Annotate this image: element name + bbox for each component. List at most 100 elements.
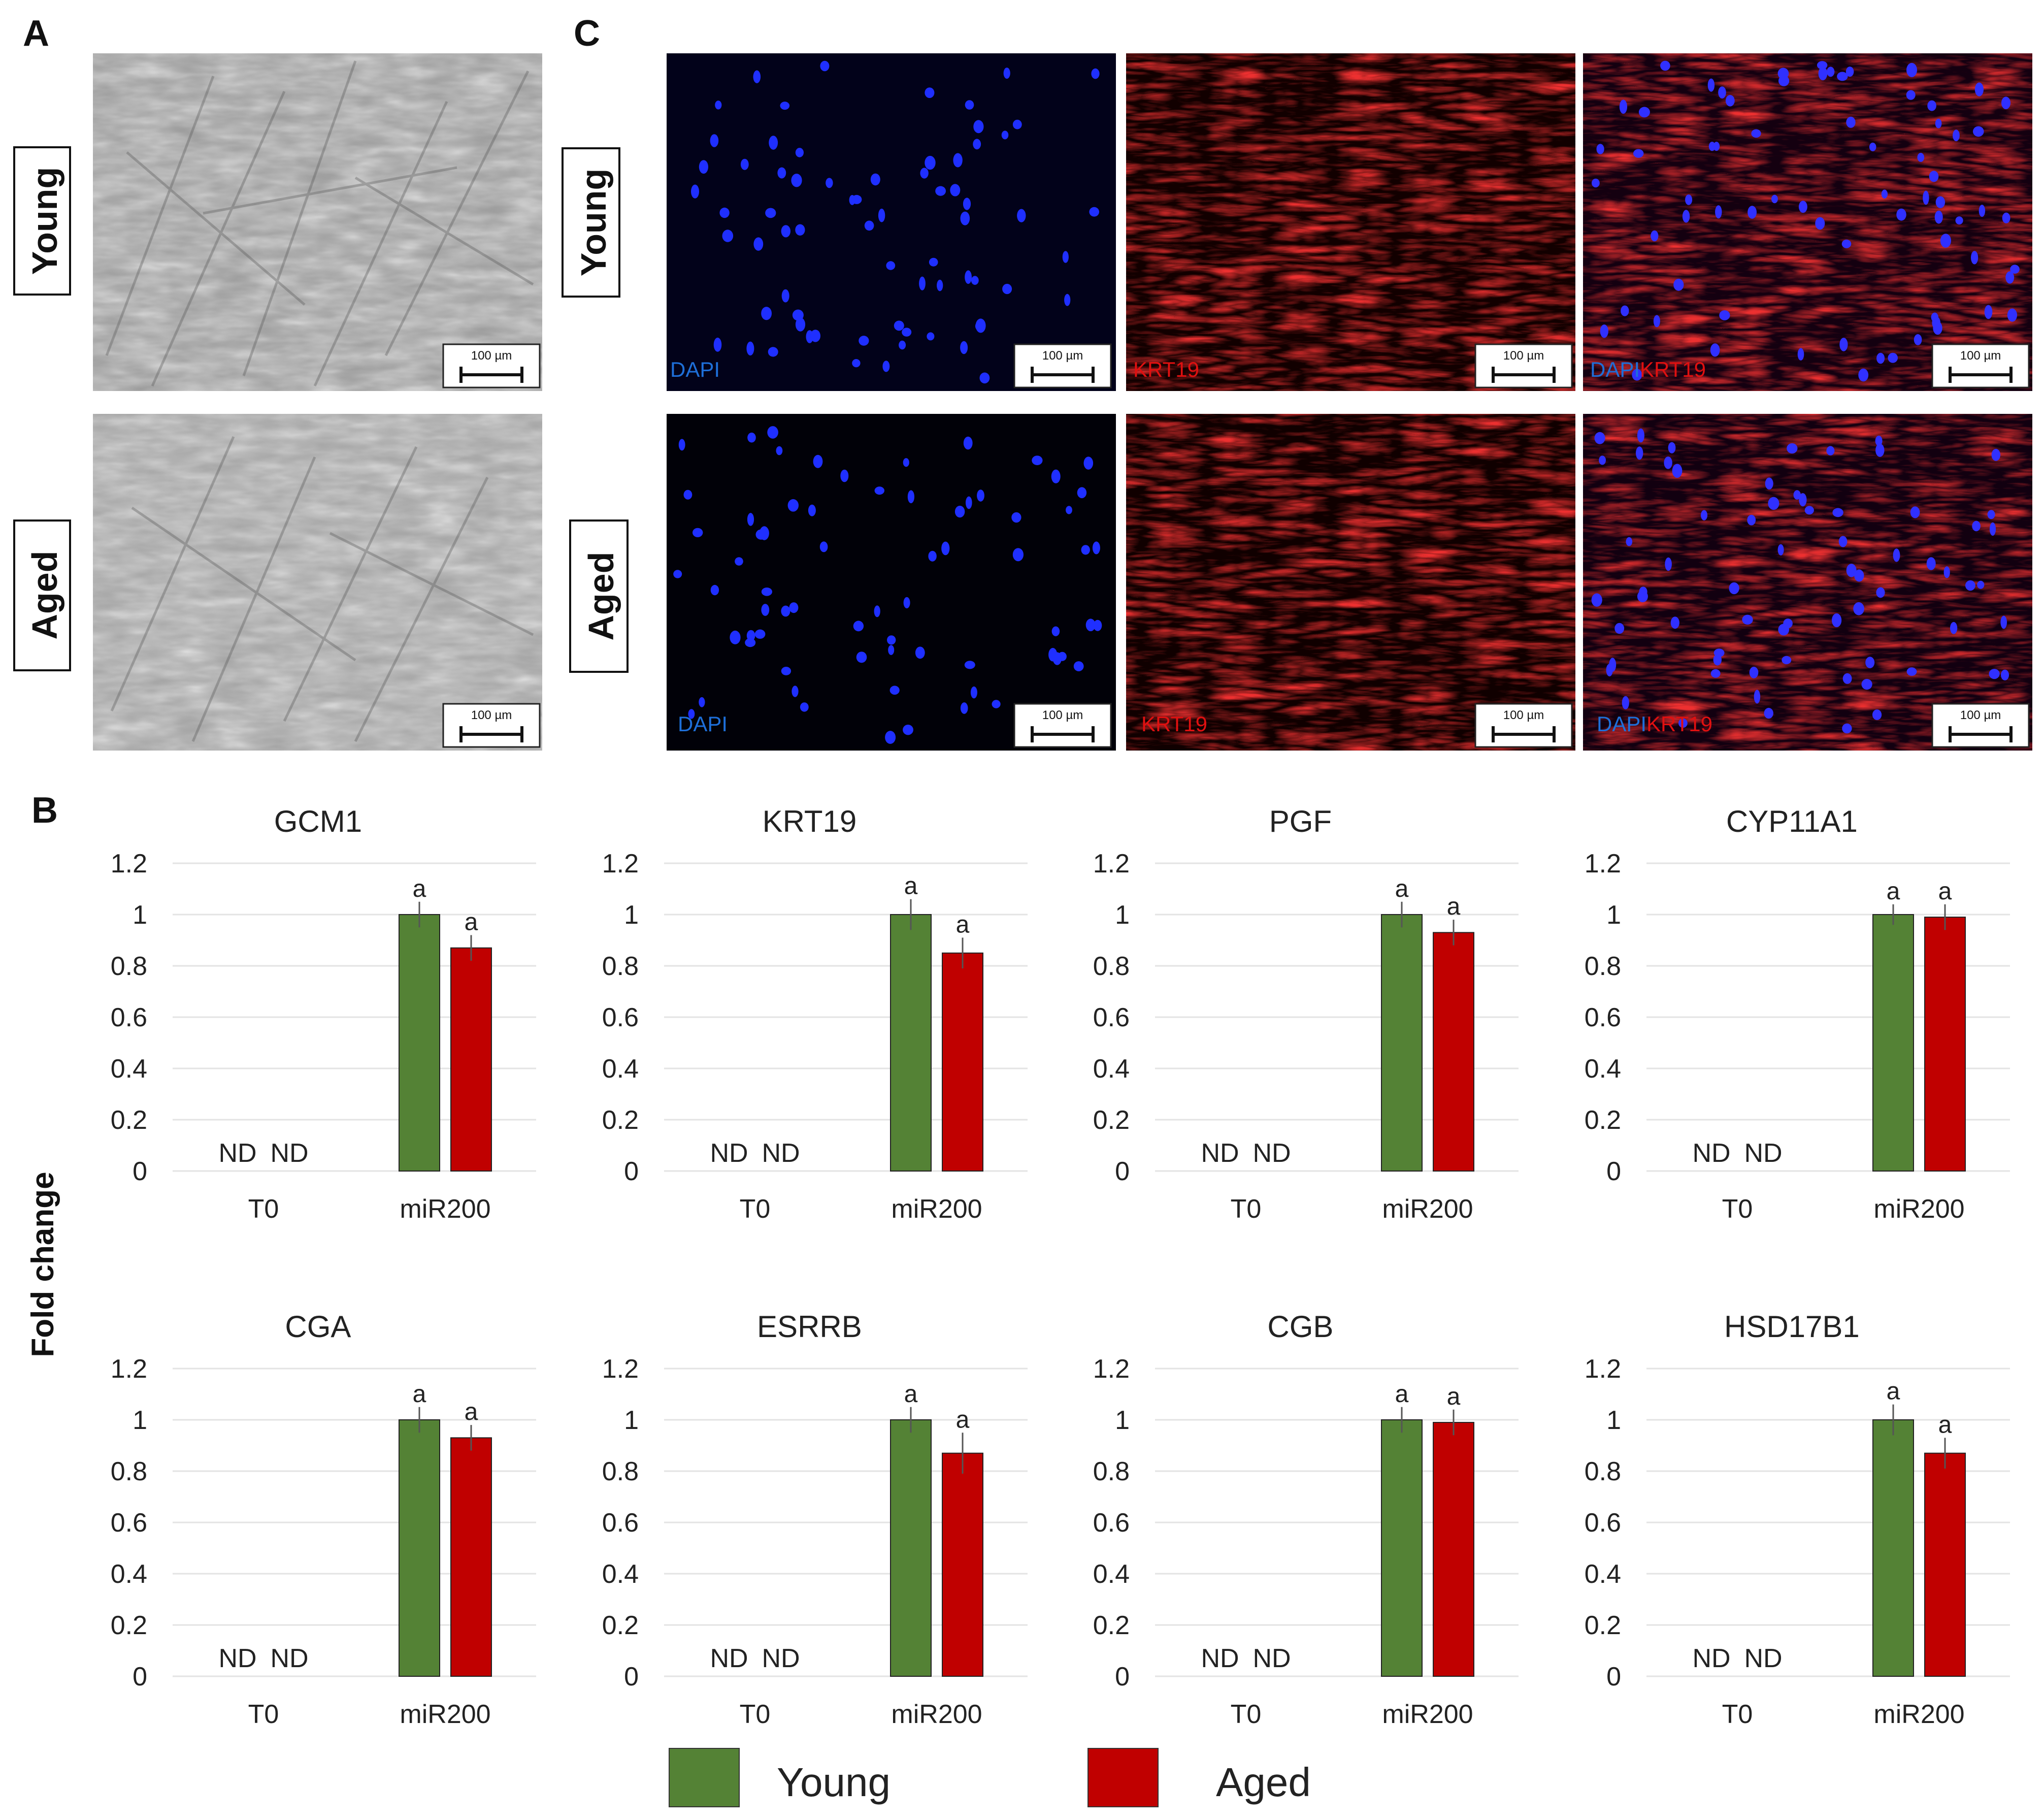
x-tick-label: T0 (1722, 1194, 1753, 1224)
x-tick-label: miR200 (891, 1194, 982, 1224)
chart-pgf: PGF 0 0.2 0.4 0.6 0.8 1 1.2 T0 ND ND miR200 a a (1093, 804, 1519, 1224)
nucleus-dot (1003, 68, 1010, 79)
nucleus-dot (975, 318, 986, 333)
nucleus-dot (713, 337, 722, 352)
nucleus-dot (753, 70, 761, 83)
nucleus-dot (781, 605, 790, 617)
nucleus-dot (1754, 690, 1761, 704)
nucleus-dot (1842, 723, 1852, 734)
bar-aged (1433, 932, 1474, 1172)
nucleus-dot (894, 320, 904, 331)
not-detected-label: ND (218, 1139, 256, 1168)
nucleus-dot (870, 173, 880, 186)
bar-aged (1924, 1452, 1966, 1677)
nucleus-dot (730, 630, 741, 644)
nucleus-dot (1989, 669, 2000, 679)
y-tick-label: 0 (133, 1662, 147, 1692)
nucleus-dot (856, 652, 867, 663)
nucleus-dot (903, 725, 913, 735)
x-tick-label: T0 (248, 1194, 279, 1224)
nucleus-dot (781, 289, 789, 303)
y-tick-label: 0.8 (1093, 1457, 1130, 1486)
chart-title: CGB (1267, 1310, 1333, 1344)
nucleus-dot (1091, 68, 1100, 79)
scale-bar: 100 µm (1013, 343, 1112, 388)
nucleus-dot (1701, 510, 1707, 521)
y-tick-label: 1 (1115, 1406, 1130, 1435)
chart-title: ESRRB (757, 1310, 862, 1344)
y-axis-label: Fold change (25, 1172, 60, 1357)
row-label-young-c: Young (562, 147, 620, 298)
nucleus-dot (973, 139, 981, 150)
nucleus-dot (966, 496, 972, 509)
nucleus-dot (1672, 464, 1683, 478)
scale-bar: 100 µm (1013, 703, 1112, 748)
y-tick-label: 0.4 (111, 1054, 147, 1084)
nucleus-dot (1032, 456, 1043, 465)
nucleus-dot (1973, 126, 1984, 137)
significance-label: a (956, 911, 970, 938)
nucleus-dot (965, 270, 972, 284)
y-tick-label: 1 (1115, 900, 1130, 930)
bar-young (890, 914, 932, 1172)
nucleus-dot (1073, 661, 1084, 671)
nucleus-dot (795, 224, 805, 236)
nucleus-dot (1839, 338, 1848, 351)
nucleus-dot (1955, 216, 1963, 225)
nucleus-dot (1943, 566, 1950, 578)
nucleus-dot (1066, 506, 1072, 514)
phase-contrast-aged-image (93, 414, 542, 751)
nucleus-dot (688, 709, 695, 719)
y-tick-label: 1 (1606, 1406, 1621, 1435)
y-tick-label: 1.2 (1585, 849, 1621, 879)
nucleus-dot (1979, 205, 1986, 217)
row-label-box (569, 519, 629, 673)
panel-label-a: A (23, 13, 49, 54)
bar-young (1381, 1419, 1423, 1677)
significance-label: a (413, 875, 426, 902)
chart-gcm1: GCM1 0 0.2 0.4 0.6 0.8 1 1.2 T0 ND ND miR200 a a (111, 804, 536, 1224)
nucleus-dot (971, 276, 979, 285)
nucleus-dot (1797, 348, 1804, 361)
nucleus-dot (683, 490, 693, 500)
nucleus-dot (1685, 194, 1693, 205)
nucleus-dot (935, 186, 946, 196)
y-tick-label: 0.4 (1585, 1054, 1621, 1084)
nucleus-dot (1619, 100, 1627, 114)
nucleus-dot (719, 207, 730, 218)
nucleus-dot (1592, 178, 1600, 188)
nucleus-dot (1923, 190, 1929, 205)
nucleus-dot (907, 490, 914, 503)
krt19-aged-image (1126, 414, 1575, 751)
nucleus-dot (1001, 131, 1009, 140)
x-tick-label: miR200 (1382, 1194, 1473, 1224)
nucleus-dot (715, 101, 722, 110)
channel-label-dapi: DAPI (670, 358, 720, 381)
x-tick-label: T0 (740, 1700, 771, 1729)
nucleus-dot (1974, 82, 1984, 96)
bar-young (1872, 914, 1914, 1172)
nucleus-dot (789, 602, 799, 613)
legend-swatch-young (669, 1748, 740, 1807)
nucleus-dot (1051, 626, 1060, 636)
nucleus-dot (941, 541, 950, 556)
y-tick-label: 0 (133, 1157, 147, 1186)
nucleus-dot (965, 100, 974, 110)
nucleus-dot (1093, 620, 1102, 631)
significance-label: a (465, 908, 478, 935)
bar-aged (1924, 917, 1966, 1172)
chart-krt19: KRT19 0 0.2 0.4 0.6 0.8 1 1.2 T0 ND ND miR200 a a (602, 804, 1028, 1224)
nucleus-dot (1673, 278, 1684, 291)
y-tick-label: 0.2 (111, 1611, 147, 1640)
nucleus-dot (992, 700, 1001, 708)
nucleus-dot (747, 513, 754, 526)
nucleus-dot (1817, 61, 1828, 70)
chart-cgb: CGB 0 0.2 0.4 0.6 0.8 1 1.2 T0 ND ND miR200 a a (1093, 1310, 1519, 1729)
nucleus-dot (1989, 522, 1996, 536)
bar-aged (450, 1437, 492, 1677)
scale-bar-label: 100 µm (1503, 349, 1544, 363)
y-tick-label: 1 (1606, 900, 1621, 930)
legend: Young Aged (669, 1748, 1311, 1807)
significance-label: a (1395, 875, 1409, 902)
y-tick-label: 0.8 (111, 1457, 147, 1486)
